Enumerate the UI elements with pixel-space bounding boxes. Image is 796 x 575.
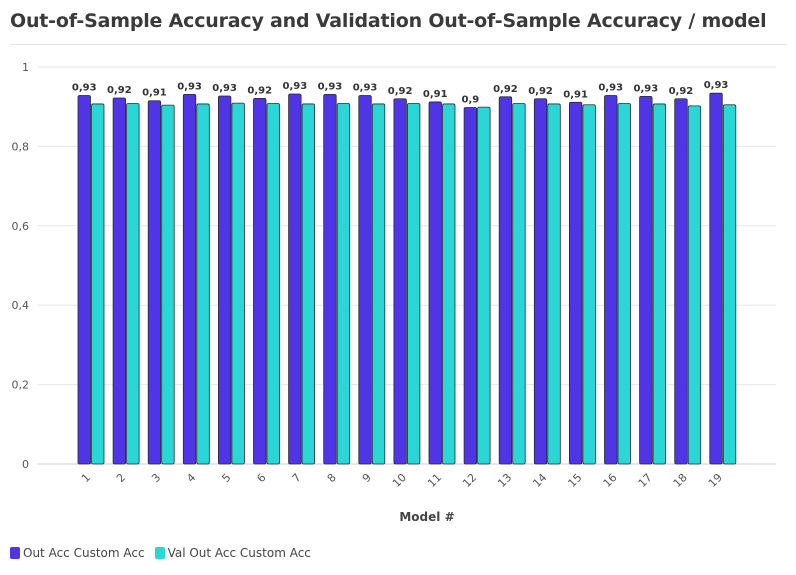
- bar-val-out-acc[interactable]: [406, 103, 421, 465]
- bar-val-out-acc[interactable]: [371, 103, 386, 465]
- data-label: 0,93: [598, 83, 623, 94]
- bar-out-acc[interactable]: [182, 93, 197, 465]
- bar-val-out-acc[interactable]: [652, 103, 666, 465]
- bar-out-acc[interactable]: [358, 95, 372, 465]
- bar-val-out-acc[interactable]: [582, 104, 596, 465]
- legend-item-out-acc[interactable]: Out Acc Custom Acc: [10, 546, 145, 560]
- data-label: 0,93: [353, 83, 378, 94]
- bar-val-out-acc[interactable]: [336, 103, 351, 465]
- data-label: 0,92: [388, 86, 413, 97]
- data-label: 0,93: [634, 83, 659, 94]
- x-tick-label: 12: [460, 471, 479, 490]
- data-label: 0,93: [704, 80, 729, 91]
- x-tick-label: 13: [495, 471, 514, 490]
- y-tick-label: 1: [22, 61, 29, 74]
- bar-val-out-acc[interactable]: [442, 103, 456, 465]
- x-tick-label: 14: [530, 471, 549, 490]
- legend-item-val-out-acc[interactable]: Val Out Acc Custom Acc: [154, 546, 311, 560]
- bar-val-out-acc[interactable]: [196, 103, 210, 465]
- data-label: 0,93: [72, 83, 97, 94]
- y-tick-label: 0,4: [12, 299, 30, 312]
- bar-val-out-acc[interactable]: [231, 102, 245, 465]
- data-label: 0,93: [318, 81, 343, 92]
- legend: Out Acc Custom Acc Val Out Acc Custom Ac…: [10, 546, 321, 560]
- legend-swatch-out-acc: [10, 547, 20, 559]
- y-tick-label: 0,2: [12, 379, 30, 392]
- bar-out-acc[interactable]: [217, 95, 232, 465]
- x-tick-label: 17: [636, 471, 655, 490]
- bar-out-acc[interactable]: [288, 93, 302, 465]
- x-tick-label: 19: [706, 471, 725, 490]
- y-axis-ticks: 0 0,2 0,4 0,6 0,8 1: [12, 61, 30, 471]
- x-tick-label: 3: [149, 471, 163, 485]
- x-tick-label: 9: [360, 471, 374, 485]
- x-tick-label: 7: [290, 471, 304, 485]
- bar-val-out-acc[interactable]: [687, 105, 702, 465]
- bar-val-out-acc[interactable]: [477, 106, 491, 465]
- x-tick-label: 18: [671, 471, 690, 490]
- x-tick-label: 4: [184, 471, 198, 485]
- title-divider: [10, 44, 786, 45]
- bar-val-out-acc[interactable]: [266, 103, 280, 465]
- data-label: 0,9: [461, 94, 479, 105]
- x-tick-label: 2: [114, 471, 128, 485]
- data-label: 0,93: [283, 81, 308, 92]
- bar-out-acc[interactable]: [463, 107, 478, 465]
- x-tick-label: 11: [425, 471, 444, 490]
- x-tick-label: 10: [390, 471, 409, 490]
- bar-val-out-acc[interactable]: [617, 103, 631, 465]
- data-label: 0,91: [142, 88, 167, 99]
- bar-val-out-acc[interactable]: [91, 103, 105, 465]
- x-axis-ticks: 1 2 3 4 5 6 7 8 9 10 11 12 13 14 15 16 17 18 19: [79, 471, 725, 490]
- data-label: 0,93: [177, 81, 202, 92]
- bar-val-out-acc[interactable]: [722, 104, 737, 465]
- bar-val-out-acc[interactable]: [161, 104, 175, 465]
- data-label: 0,92: [528, 86, 553, 97]
- bar-out-acc[interactable]: [112, 97, 126, 465]
- data-labels: 0,93 0,92 0,91 0,93 0,93 0,92 0,93 0,93 0,93 0,92…: [72, 80, 729, 105]
- bar-val-out-acc[interactable]: [126, 103, 140, 465]
- legend-swatch-val-out-acc: [154, 547, 165, 559]
- bar-out-acc[interactable]: [569, 101, 583, 465]
- data-label: 0,92: [669, 86, 694, 97]
- bar-out-acc[interactable]: [428, 101, 442, 465]
- x-axis-title: Model #: [399, 510, 454, 524]
- bar-val-out-acc[interactable]: [301, 103, 316, 465]
- data-label: 0,92: [107, 85, 132, 96]
- x-tick-label: 5: [219, 471, 233, 485]
- x-tick-label: 6: [254, 471, 268, 485]
- x-tick-label: 8: [325, 471, 339, 485]
- y-tick-label: 0,6: [12, 220, 30, 233]
- x-tick-label: 15: [565, 471, 584, 490]
- bar-out-acc[interactable]: [533, 98, 548, 465]
- y-tick-label: 0: [22, 458, 29, 471]
- y-tick-label: 0,8: [12, 140, 30, 153]
- bars: [77, 92, 737, 465]
- bar-val-out-acc[interactable]: [547, 103, 561, 465]
- data-label: 0,92: [247, 85, 272, 96]
- data-label: 0,92: [493, 84, 518, 95]
- bar-out-acc[interactable]: [77, 95, 91, 465]
- x-tick-label: 16: [601, 471, 620, 490]
- bar-out-acc[interactable]: [323, 93, 337, 465]
- data-label: 0,93: [212, 83, 237, 94]
- data-label: 0,91: [563, 89, 588, 100]
- chart-title: Out-of-Sample Accuracy and Validation Ou…: [10, 10, 767, 32]
- legend-label-out-acc: Out Acc Custom Acc: [23, 546, 145, 560]
- x-tick-label: 1: [79, 471, 93, 485]
- bar-out-acc[interactable]: [674, 98, 688, 465]
- bar-out-acc[interactable]: [604, 95, 618, 465]
- bar-out-acc[interactable]: [147, 100, 162, 465]
- data-label: 0,91: [423, 89, 448, 100]
- bar-val-out-acc[interactable]: [512, 103, 526, 465]
- bar-out-acc[interactable]: [709, 92, 723, 465]
- legend-label-val-out-acc: Val Out Acc Custom Acc: [167, 546, 311, 560]
- bar-out-acc[interactable]: [253, 97, 267, 465]
- bar-out-acc[interactable]: [639, 95, 653, 465]
- bar-out-acc[interactable]: [393, 98, 407, 465]
- bar-out-acc[interactable]: [498, 96, 513, 465]
